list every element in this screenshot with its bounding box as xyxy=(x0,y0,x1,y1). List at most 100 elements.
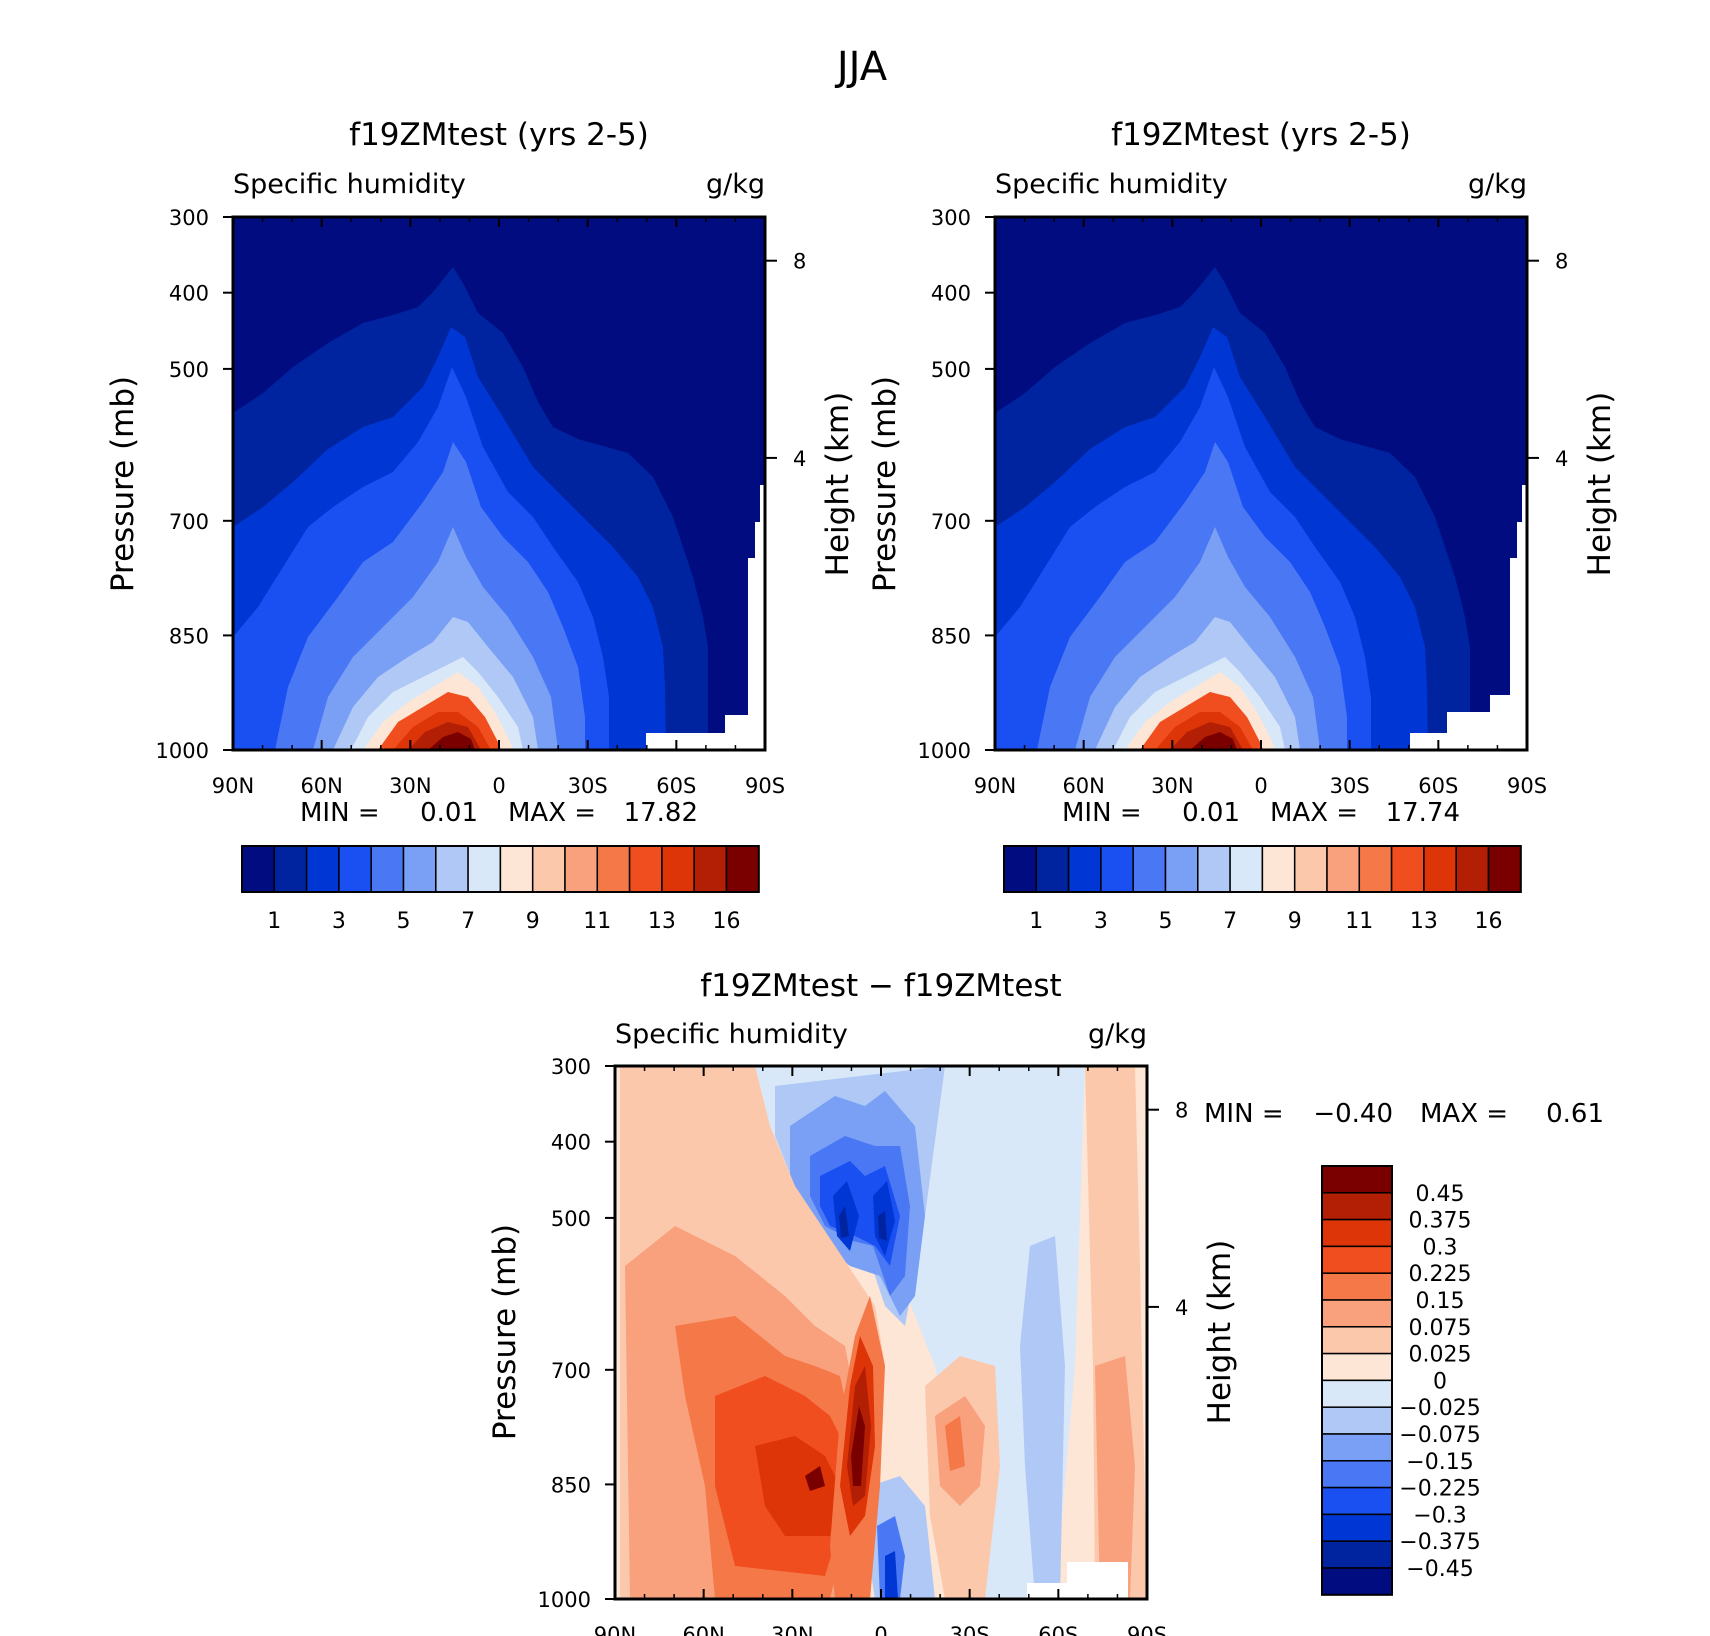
panel-1: f19ZMtest (yrs 2-5) Specific humidity g/… xyxy=(105,117,856,934)
panel-2-colorbar-cell xyxy=(1423,845,1457,893)
panel-2-colorbar: 1 3 5 7 9 11 13 16 xyxy=(1003,845,1522,934)
panel-2-colorbar-label: 7 xyxy=(1223,909,1237,934)
panel-2-colorbar-cell xyxy=(1455,845,1490,893)
panel-1-x-tick-label: 90S xyxy=(745,774,785,798)
figure-title: JJA xyxy=(834,44,888,90)
panel-1-colorbar-cell xyxy=(564,845,599,893)
panel-1-x-tick-label: 90N xyxy=(212,774,254,798)
panel-3-y-tick-label: 400 xyxy=(551,1131,591,1155)
panel-1-min-label: MIN = xyxy=(300,798,380,828)
panel-2-colorbar-cell xyxy=(1100,845,1134,893)
panel-3-contour-band-21 xyxy=(851,1406,865,1486)
panel-1-y-tick-label: 850 xyxy=(169,624,209,648)
panel-1-colorbar-label: 11 xyxy=(583,909,611,934)
panel-3-colorbar-cell xyxy=(1321,1379,1393,1408)
panel-2-plot-area xyxy=(995,217,1527,750)
panel-1-contours xyxy=(233,217,765,750)
panel-1-x-tick-label: 60N xyxy=(300,774,342,798)
panel-3-x-tick-label: 60S xyxy=(1038,1623,1078,1636)
panel-3-colorbar-label: 0.075 xyxy=(1409,1316,1472,1341)
panel-3-colorbar-label: 0.375 xyxy=(1409,1209,1472,1234)
panel-3-colorbar-cell xyxy=(1321,1218,1393,1248)
panel-2-x-tick-label: 60N xyxy=(1062,774,1104,798)
panel-3-y-right-tick-label: 8 xyxy=(1175,1099,1188,1123)
panel-3-min-label: MIN = xyxy=(1204,1099,1284,1129)
panel-2-ylabel: Pressure (mb) xyxy=(867,376,903,592)
panel-1-colorbar-label: 16 xyxy=(713,909,741,934)
panel-2-colorbar-label: 9 xyxy=(1288,909,1302,934)
panel-2-x-tick-label: 30N xyxy=(1151,774,1193,798)
panel-3-contour-band-2 xyxy=(1020,1236,1065,1599)
panel-2-colorbar-cell xyxy=(1358,845,1393,893)
panel-3-plot-area xyxy=(615,1066,1147,1599)
panel-2-units: g/kg xyxy=(1468,169,1527,200)
panel-1-axes: 90N 60N 30N 0 30S 60S 90S 300 400 500 700 850 1000 8 4 xyxy=(156,206,807,798)
panel-1-ylabel: Pressure (mb) xyxy=(105,376,141,592)
panel-1-ylabel-right: Height (km) xyxy=(820,392,856,577)
panel-1-plot-area xyxy=(233,217,765,750)
panel-3-colorbar-label: −0.025 xyxy=(1399,1396,1480,1421)
panel-2-x-tick-label: 0 xyxy=(1254,774,1267,798)
panel-3-colorbar: 0.450.3750.30.2250.150.0750.0250−0.025−0… xyxy=(1321,1165,1481,1596)
panel-2-x-tick-label: 90S xyxy=(1507,774,1547,798)
panel-1-colorbar-cell xyxy=(467,845,502,893)
panel-1-colorbar-cell xyxy=(370,845,405,893)
panel-1-colorbar: 1 3 5 7 9 11 13 16 xyxy=(241,845,760,934)
panel-2-min-value: 0.01 xyxy=(1182,798,1240,828)
panel-3-contour-band-8 xyxy=(839,1206,849,1238)
panel-3-x-tick-label: 90S xyxy=(1127,1623,1167,1636)
panel-2-axes: 90N 60N 30N 0 30S 60S 90S 300 400 500 700 850 1000 8 4 xyxy=(918,206,1569,798)
panel-2-missing-region xyxy=(1410,485,1527,750)
panel-2-colorbar-cell xyxy=(1003,845,1038,893)
panel-3-ylabel: Pressure (mb) xyxy=(487,1224,523,1440)
panel-3-contours xyxy=(620,1066,1147,1599)
panel-1-y-right-tick-label: 4 xyxy=(793,447,806,471)
panel-3-colorbar-cell xyxy=(1321,1460,1393,1489)
panel-2-variable: Specific humidity xyxy=(995,169,1228,200)
panel-3-colorbar-label: 0.3 xyxy=(1423,1235,1458,1260)
panel-3-y-tick-label: 1000 xyxy=(538,1588,591,1612)
panel-3-colorbar-cell xyxy=(1321,1513,1393,1542)
panel-3-colorbar-frame xyxy=(1321,1165,1393,1596)
panel-1-colorbar-cell xyxy=(531,845,566,893)
panel-2-contours xyxy=(995,217,1527,750)
panel-2-x-tick-label: 30S xyxy=(1330,774,1370,798)
panel-3-min-value: −0.40 xyxy=(1313,1099,1393,1129)
panel-3-colorbar-cell xyxy=(1321,1486,1393,1516)
panel-1-title: f19ZMtest (yrs 2-5) xyxy=(349,117,649,153)
panel-2-colorbar-cell xyxy=(1261,845,1296,893)
panel-3-colorbar-cell xyxy=(1321,1326,1393,1355)
panel-1-colorbar-cell xyxy=(402,845,437,893)
panel-1-x-tick-label: 30N xyxy=(389,774,431,798)
panel-2-colorbar-cell xyxy=(1390,845,1425,893)
panel-2-ylabel-right: Height (km) xyxy=(1582,392,1618,577)
panel-2-colorbar-label: 5 xyxy=(1159,909,1173,934)
panel-1-y-right-tick-label: 8 xyxy=(793,250,806,274)
panel-2: f19ZMtest (yrs 2-5) Specific humidity g/… xyxy=(867,117,1618,934)
panel-1-colorbar-cell xyxy=(241,845,276,893)
panel-3-axes: 90N 60N 30N 0 30S 60S 90S 300 400 500 700 850 1000 8 4 xyxy=(538,1055,1189,1636)
panel-3-colorbar-label: 0 xyxy=(1433,1369,1447,1394)
panel-3-missing-region xyxy=(1027,1562,1128,1599)
panel-2-colorbar-label: 1 xyxy=(1029,909,1043,934)
panel-2-y-tick-label: 300 xyxy=(931,206,971,230)
panel-3-contour-band-9 xyxy=(878,1211,887,1241)
panel-1-colorbar-cell xyxy=(435,845,469,893)
panel-3-colorbar-cell xyxy=(1321,1165,1393,1194)
panel-2-colorbar-cell xyxy=(1293,845,1328,893)
panel-3-ylabel-right: Height (km) xyxy=(1202,1240,1238,1425)
panel-3-units: g/kg xyxy=(1088,1019,1147,1050)
panel-2-colorbar-label: 16 xyxy=(1475,909,1503,934)
panel-2-y-tick-label: 700 xyxy=(931,510,971,534)
panel-3-contour-band-22 xyxy=(805,1466,825,1491)
panel-3-contour-band-17 xyxy=(755,1436,840,1536)
panel-1-colorbar-cell xyxy=(693,845,728,893)
panel-2-colorbar-label: 3 xyxy=(1094,909,1108,934)
panel-1-colorbar-cell xyxy=(596,845,631,893)
panel-2-colorbar-label: 11 xyxy=(1345,909,1373,934)
panel-3-contour-band-27 xyxy=(1095,1356,1135,1599)
panel-2-colorbar-cell xyxy=(1132,845,1167,893)
panel-3-colorbar-label: −0.225 xyxy=(1399,1477,1480,1502)
panel-1-x-tick-label: 0 xyxy=(492,774,505,798)
